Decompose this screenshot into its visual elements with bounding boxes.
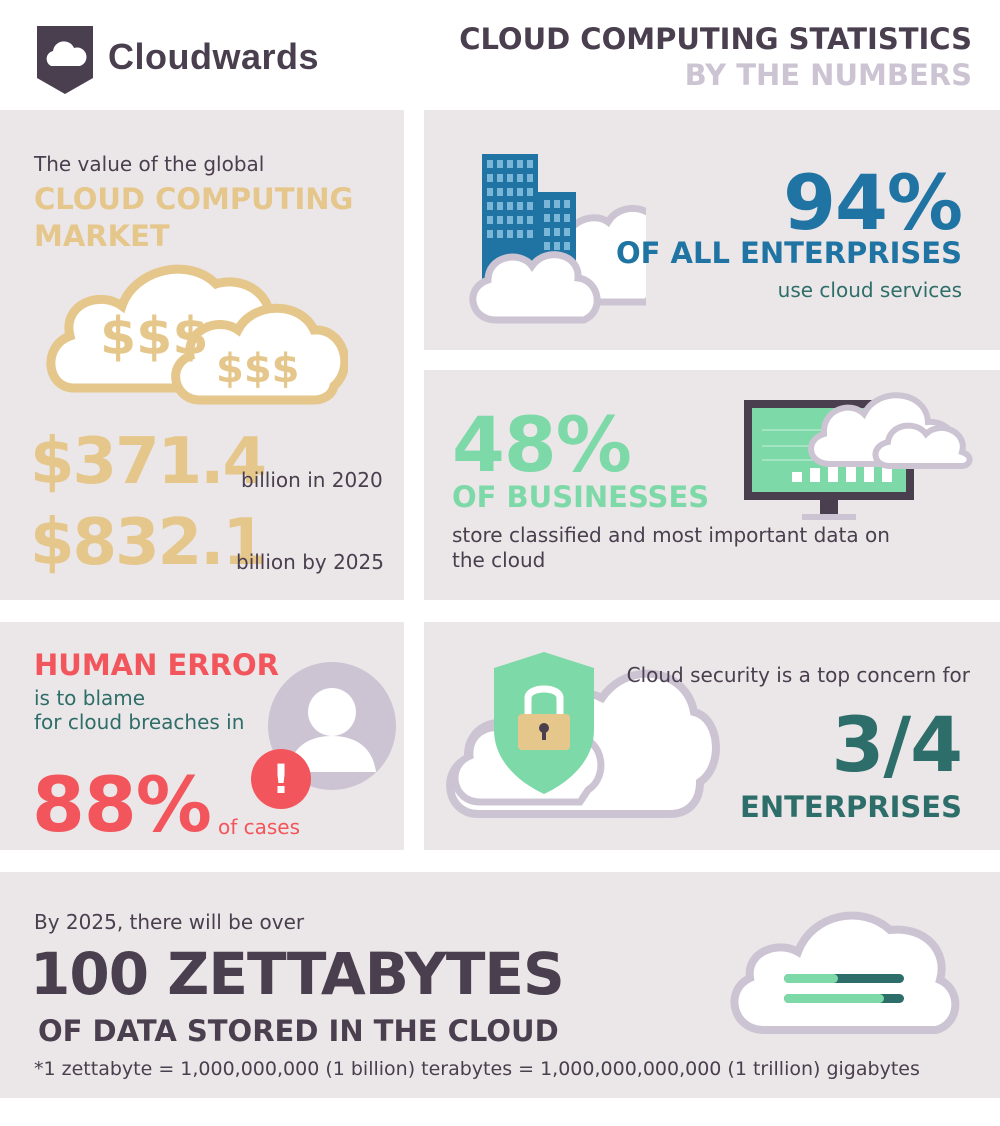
zettabytes-value: 100 ZETTABYTES (30, 940, 565, 1008)
businesses-caption: store classified and most important data… (452, 523, 890, 572)
header: Cloudwards CLOUD COMPUTING STATISTICS BY… (0, 0, 1000, 108)
security-value: 3/4 (831, 700, 963, 789)
cloud-storage-icon (730, 911, 960, 1034)
enterprises-caption: use cloud services (777, 278, 962, 302)
money-clouds-icon: $$$ $$$ (46, 264, 348, 405)
market-caption-2020: billion in 2020 (241, 468, 383, 492)
cloud-dollar-large: $$$ (100, 307, 209, 367)
human-error-line1: is to blame (34, 686, 146, 710)
human-error-value: 88% (32, 760, 212, 849)
page-title: CLOUD COMPUTING STATISTICS (459, 22, 972, 56)
svg-text:!: ! (272, 757, 290, 803)
human-error-line2: for cloud breaches in (34, 710, 245, 734)
enterprises-value: 94% (783, 158, 963, 247)
alert-icon: ! (251, 749, 311, 809)
security-intro: Cloud security is a top concern for (626, 663, 970, 687)
cloud-shield-icon (37, 26, 93, 94)
human-error-heading: HUMAN ERROR (34, 648, 279, 682)
logo-text: Cloudwards (108, 36, 320, 77)
zettabytes-intro: By 2025, there will be over (34, 910, 305, 934)
shield-padlock-cloud-icon (446, 652, 720, 818)
page-subtitle: BY THE NUMBERS (684, 58, 972, 92)
monitor-chart-cloud-icon (744, 392, 973, 520)
market-heading-line2: MARKET (34, 219, 170, 253)
market-caption-2025: billion by 2025 (236, 550, 384, 574)
human-error-caption: of cases (218, 815, 301, 839)
enterprises-heading: OF ALL ENTERPRISES (615, 236, 962, 270)
cloud-dollar-small: $$$ (216, 346, 300, 392)
zettabytes-footnote: *1 zettabyte = 1,000,000,000 (1 billion)… (34, 1058, 920, 1080)
businesses-heading: OF BUSINESSES (452, 480, 710, 514)
security-heading: ENTERPRISES (740, 790, 962, 824)
zettabytes-heading: OF DATA STORED IN THE CLOUD (38, 1014, 559, 1048)
market-intro: The value of the global (34, 152, 265, 176)
market-value-2020: $371.4 (30, 425, 267, 499)
market-value-2025: $832.1 (30, 506, 267, 580)
businesses-value: 48% (452, 400, 632, 489)
office-building-cloud-icon (469, 154, 646, 324)
market-heading-line1: CLOUD COMPUTING (34, 182, 354, 216)
